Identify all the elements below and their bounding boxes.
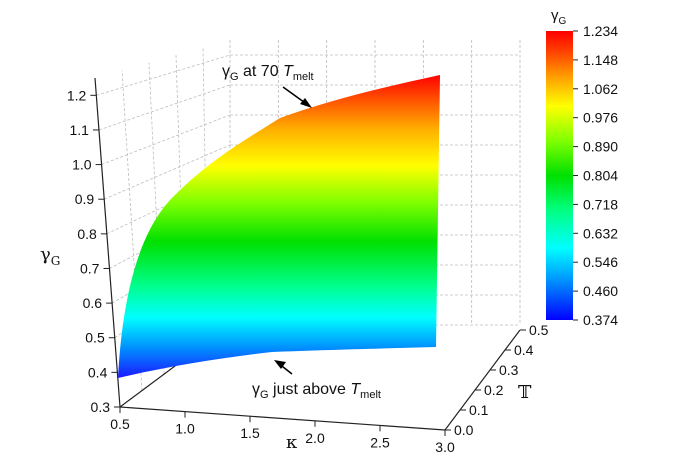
y-tick-label: 0.1 [469, 402, 489, 418]
annotation-top-arrow-head [300, 98, 312, 108]
x-tick-label: 2.5 [370, 434, 390, 450]
z-tick-label: 1.2 [67, 87, 87, 103]
z-tick-label: 0.6 [83, 295, 103, 311]
y-tick-label: 0.0 [454, 422, 474, 438]
colorbar-title: γG [551, 7, 567, 27]
x-tick-label: 1.5 [240, 425, 260, 441]
z-tick-label: 0.7 [80, 260, 100, 276]
grid-line [96, 54, 231, 96]
surface-patch [118, 75, 440, 378]
y-tick-labels: 0.0 0.1 0.2 0.3 0.4 0.5 [445, 322, 549, 438]
z-tick-label: 0.5 [85, 330, 105, 346]
colorbar-tick-label: 1.062 [583, 81, 618, 97]
z-axis-title: γG [40, 244, 60, 268]
colorbar-tick-label: 1.234 [583, 23, 618, 39]
grid-line [121, 70, 143, 391]
colorbar-tick-label: 0.374 [583, 312, 618, 328]
colorbar-tick-label: 0.632 [583, 225, 618, 241]
x-axis-title: κ [286, 432, 298, 453]
grid-line [101, 114, 231, 165]
y-tick-label: 0.3 [499, 362, 519, 378]
colorbar-tick-label: 0.546 [583, 254, 618, 270]
grid-line [98, 84, 231, 131]
x-tick-label: 2.0 [305, 430, 325, 446]
z-tick-labels: 0.3 0.4 0.5 0.6 0.7 0.8 0.9 1.0 1.1 1.2 [67, 87, 120, 415]
annotation-top: γG at 70 Tmelt [222, 63, 314, 108]
z-tick-label: 0.9 [75, 191, 95, 207]
colorbar-tick-label: 0.460 [583, 283, 618, 299]
y-axis-line [444, 329, 521, 431]
z-tick-label: 0.4 [88, 364, 108, 380]
grid-line [106, 174, 231, 235]
annotation-top-text: γG at 70 Tmelt [222, 63, 314, 83]
z-tick-label: 1.0 [72, 157, 92, 173]
colorbar-tick-label: 0.890 [583, 139, 618, 155]
colorbar-tick-label: 0.976 [583, 110, 618, 126]
x-tick-label: 0.5 [110, 416, 130, 432]
z-axis-line [94, 77, 121, 408]
grid-line [109, 204, 231, 269]
x-tick-label: 1.0 [175, 421, 195, 437]
x-axis-line [119, 406, 446, 431]
z-tick-label: 0.3 [91, 399, 111, 415]
annotation-bottom-arrow-head [274, 360, 286, 369]
colorbar-gradient [546, 31, 573, 320]
x-tick-label: 3.0 [435, 439, 455, 455]
y-tick-label: 0.5 [529, 322, 549, 338]
colorbar-tick-label: 0.804 [583, 168, 618, 184]
z-tick-label: 1.1 [69, 122, 89, 138]
y-tick-label: 0.4 [514, 342, 534, 358]
y-tick-label: 0.2 [484, 382, 504, 398]
annotation-bottom: γG just above Tmelt [252, 360, 381, 401]
annotation-bottom-text: γG just above Tmelt [252, 381, 381, 401]
grid-line [104, 144, 231, 200]
z-tick-label: 0.8 [77, 226, 97, 242]
colorbar-tick-label: 1.148 [583, 52, 618, 68]
y-axis-title: 𝕋 [518, 382, 532, 403]
colorbar-tick-label: 0.718 [583, 196, 618, 212]
x-tick-labels: 0.5 1.0 1.5 2.0 2.5 3.0 [110, 407, 455, 455]
colorbar-tick-labels: 1.234 1.148 1.062 0.976 0.890 0.804 0.718 0.632… [573, 23, 618, 328]
colorbar: γG 1.234 1.148 1.062 0.976 0.890 0.804 0.718 0.… [546, 7, 618, 328]
